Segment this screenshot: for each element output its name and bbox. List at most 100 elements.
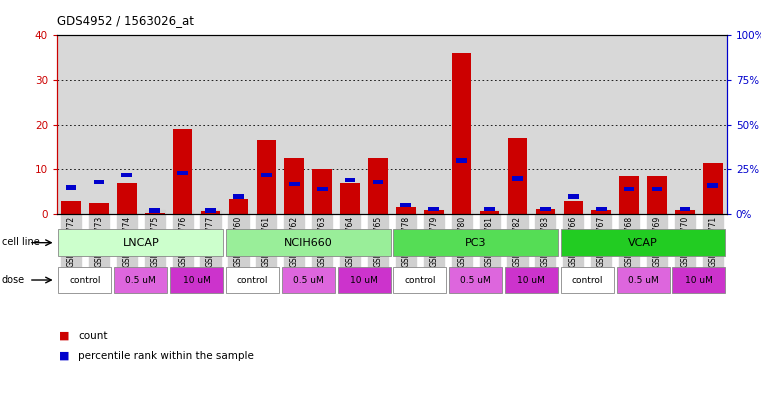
FancyBboxPatch shape bbox=[59, 230, 223, 256]
Bar bbox=[280, 35, 308, 214]
Text: 0.5 uM: 0.5 uM bbox=[628, 275, 658, 285]
Bar bbox=[196, 35, 224, 214]
Bar bbox=[457, 158, 467, 163]
Text: GDS4952 / 1563026_at: GDS4952 / 1563026_at bbox=[57, 14, 194, 27]
FancyBboxPatch shape bbox=[59, 267, 111, 293]
Bar bbox=[345, 178, 355, 182]
Bar bbox=[85, 35, 113, 214]
FancyBboxPatch shape bbox=[337, 267, 390, 293]
Bar bbox=[504, 35, 531, 214]
Text: PC3: PC3 bbox=[465, 238, 486, 248]
Bar bbox=[308, 35, 336, 214]
Bar bbox=[94, 180, 104, 184]
Text: control: control bbox=[572, 275, 603, 285]
Bar bbox=[615, 35, 643, 214]
FancyBboxPatch shape bbox=[170, 267, 223, 293]
FancyBboxPatch shape bbox=[449, 267, 502, 293]
Bar bbox=[65, 185, 76, 189]
FancyBboxPatch shape bbox=[393, 230, 558, 256]
Bar bbox=[591, 210, 611, 214]
Text: ■: ■ bbox=[59, 331, 70, 341]
Bar bbox=[224, 35, 253, 214]
Text: 10 uM: 10 uM bbox=[350, 275, 378, 285]
Bar bbox=[169, 35, 196, 214]
Bar bbox=[289, 182, 300, 186]
Text: 0.5 uM: 0.5 uM bbox=[460, 275, 491, 285]
Bar bbox=[396, 208, 416, 214]
Text: cell line: cell line bbox=[2, 237, 40, 248]
Bar bbox=[122, 173, 132, 177]
FancyBboxPatch shape bbox=[226, 230, 390, 256]
Bar bbox=[568, 194, 578, 198]
Text: 10 uM: 10 uM bbox=[685, 275, 713, 285]
Text: percentile rank within the sample: percentile rank within the sample bbox=[78, 351, 254, 361]
Bar bbox=[587, 35, 615, 214]
Bar bbox=[699, 35, 727, 214]
Bar bbox=[228, 198, 248, 214]
FancyBboxPatch shape bbox=[673, 267, 725, 293]
Bar bbox=[647, 176, 667, 214]
Text: NCIH660: NCIH660 bbox=[284, 238, 333, 248]
Bar bbox=[643, 35, 671, 214]
Bar bbox=[117, 183, 136, 214]
Bar bbox=[392, 35, 420, 214]
Bar bbox=[336, 35, 364, 214]
Bar bbox=[149, 208, 160, 213]
FancyBboxPatch shape bbox=[282, 267, 335, 293]
Bar bbox=[447, 35, 476, 214]
Bar bbox=[420, 35, 447, 214]
Bar bbox=[368, 158, 387, 214]
Bar bbox=[340, 183, 360, 214]
Text: 10 uM: 10 uM bbox=[517, 275, 546, 285]
Bar bbox=[651, 187, 662, 191]
Text: control: control bbox=[69, 275, 100, 285]
Bar bbox=[89, 203, 109, 214]
Bar bbox=[536, 209, 555, 214]
Bar bbox=[624, 187, 635, 191]
Bar bbox=[428, 207, 439, 211]
Bar bbox=[261, 173, 272, 177]
FancyBboxPatch shape bbox=[561, 230, 725, 256]
FancyBboxPatch shape bbox=[226, 267, 279, 293]
Bar bbox=[177, 171, 188, 175]
Bar bbox=[173, 129, 193, 214]
Bar bbox=[285, 158, 304, 214]
Text: 0.5 uM: 0.5 uM bbox=[126, 275, 156, 285]
Bar bbox=[256, 140, 276, 214]
Bar bbox=[559, 35, 587, 214]
Text: dose: dose bbox=[2, 275, 24, 285]
Text: control: control bbox=[404, 275, 435, 285]
Bar bbox=[675, 210, 695, 214]
Bar bbox=[205, 208, 216, 213]
Text: ■: ■ bbox=[59, 351, 70, 361]
FancyBboxPatch shape bbox=[616, 267, 670, 293]
Bar bbox=[61, 201, 81, 214]
Text: VCAP: VCAP bbox=[628, 238, 658, 248]
Bar bbox=[452, 53, 471, 214]
Bar bbox=[364, 35, 392, 214]
Bar bbox=[476, 35, 504, 214]
Text: LNCAP: LNCAP bbox=[123, 238, 159, 248]
Text: count: count bbox=[78, 331, 108, 341]
Bar bbox=[373, 180, 384, 184]
Bar bbox=[563, 201, 583, 214]
FancyBboxPatch shape bbox=[505, 267, 558, 293]
Bar bbox=[540, 207, 551, 211]
Bar bbox=[201, 211, 220, 214]
Bar bbox=[479, 211, 499, 214]
Bar bbox=[512, 176, 523, 181]
Bar bbox=[317, 187, 327, 191]
Bar bbox=[671, 35, 699, 214]
Bar bbox=[400, 203, 411, 208]
Bar bbox=[253, 35, 280, 214]
Bar bbox=[484, 207, 495, 211]
Bar bbox=[680, 207, 690, 211]
Bar bbox=[708, 184, 718, 188]
Bar bbox=[145, 213, 164, 214]
Bar bbox=[703, 163, 722, 214]
Text: 10 uM: 10 uM bbox=[183, 275, 211, 285]
Bar bbox=[57, 35, 85, 214]
Bar bbox=[619, 176, 638, 214]
Bar bbox=[233, 194, 244, 198]
FancyBboxPatch shape bbox=[393, 267, 446, 293]
